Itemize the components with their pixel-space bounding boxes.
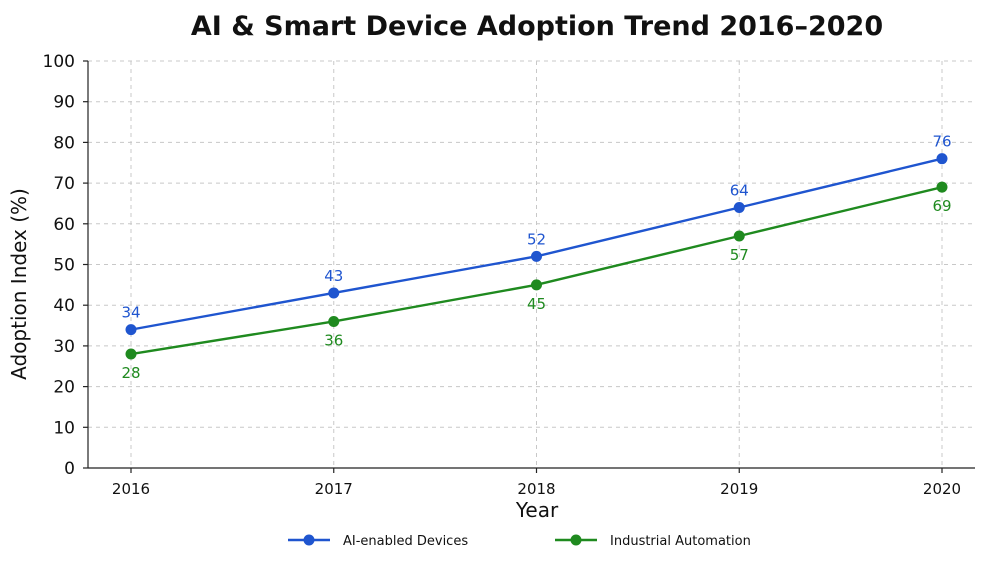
x-axis-label: Year	[515, 498, 559, 522]
chart-title: AI & Smart Device Adoption Trend 2016–20…	[191, 11, 883, 42]
x-tick-label: 2017	[315, 480, 353, 498]
grid-layer	[88, 60, 975, 468]
y-tick-label: 0	[64, 459, 75, 479]
data-label: 34	[121, 304, 140, 322]
y-tick-label: 40	[53, 296, 75, 316]
y-tick-label: 10	[53, 418, 75, 438]
series-layer: 34 43 52 64 76 28 36 45 57 69	[121, 133, 951, 382]
x-tick-label: 2020	[923, 480, 961, 498]
legend-label: Industrial Automation	[610, 534, 751, 549]
legend-item: AI-enabled Devices	[288, 534, 468, 549]
y-tick-label: 100	[43, 52, 75, 72]
y-tick-labels: 0 10 20 30 40 50 60 70 80 90 100	[43, 52, 75, 479]
legend-item: Industrial Automation	[555, 534, 751, 549]
data-point	[328, 315, 340, 327]
data-point	[733, 230, 745, 242]
legend-marker	[303, 534, 315, 546]
data-label: 76	[932, 133, 951, 151]
series-ai-enabled-devices: 34 43 52 64 76	[121, 133, 952, 336]
x-tick-labels: 2016 2017 2018 2019 2020	[112, 480, 961, 498]
y-tick-label: 20	[53, 378, 75, 398]
data-label: 45	[527, 295, 546, 313]
y-tick-label: 70	[53, 174, 75, 194]
y-tick-label: 90	[53, 93, 75, 113]
x-tick-label: 2018	[517, 480, 555, 498]
y-axis-label: Adoption Index (%)	[7, 188, 31, 380]
y-tick-label: 80	[53, 133, 75, 153]
y-tick-label: 50	[53, 256, 75, 276]
data-point	[125, 324, 137, 336]
y-tick-label: 30	[53, 337, 75, 357]
series-industrial-automation: 28 36 45 57 69	[121, 181, 952, 382]
legend: AI-enabled Devices Industrial Automation	[288, 534, 751, 549]
data-point	[531, 250, 542, 262]
data-label: 69	[932, 197, 951, 215]
legend-marker	[570, 534, 582, 546]
data-label: 36	[324, 331, 343, 349]
data-label: 28	[121, 364, 140, 382]
data-point	[936, 153, 948, 165]
y-tick-label: 60	[53, 215, 75, 235]
data-point	[733, 202, 745, 214]
data-point	[125, 348, 137, 360]
x-tick-label: 2016	[112, 480, 150, 498]
data-label: 64	[730, 182, 749, 200]
data-point	[936, 181, 948, 193]
data-point	[328, 287, 340, 299]
legend-label: AI-enabled Devices	[343, 534, 468, 549]
data-label: 57	[730, 246, 749, 264]
axis-layer	[83, 60, 975, 473]
x-tick-label: 2019	[720, 480, 758, 498]
data-point	[531, 279, 542, 291]
data-label: 43	[324, 267, 343, 285]
data-label: 52	[527, 230, 546, 248]
